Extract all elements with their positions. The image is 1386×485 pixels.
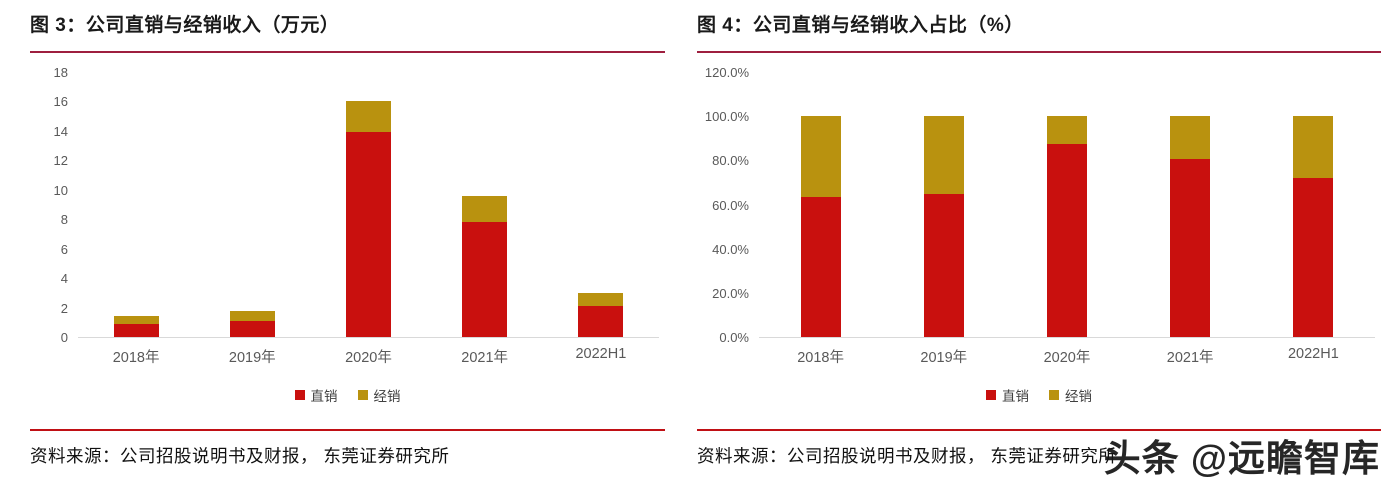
source-divider: [697, 429, 1381, 431]
stacked-bar-2018年: [800, 116, 841, 337]
title-underline: [30, 51, 665, 53]
bar-segment-直销: [1293, 178, 1334, 337]
y-tick-label: 0: [60, 330, 68, 345]
legend-swatch-icon: [294, 390, 305, 400]
bar-segment-经销: [800, 116, 841, 198]
legend-label: 直销: [310, 389, 338, 404]
bar-segment-经销: [923, 116, 964, 195]
x-tick-label: 2019年: [228, 350, 276, 366]
chart-title-figure3: 图 3：公司直销与经销收入（万元）: [30, 15, 340, 36]
y-tick-label: 20.0%: [712, 285, 749, 301]
y-tick-label: 40.0%: [712, 241, 749, 257]
y-tick-label: 14: [53, 123, 68, 139]
x-tick-label: 2022H1: [1287, 346, 1339, 362]
source-note: 资料来源：公司招股说明书及财报， 东莞证券研究所: [697, 446, 1117, 466]
bar-segment-经销: [1170, 116, 1211, 160]
stacked-bar-2018年: [113, 316, 159, 337]
legend-item-经销: 经销: [357, 385, 401, 405]
y-tick-label: 8: [60, 212, 68, 228]
y-tick-label: 120.0%: [704, 65, 749, 80]
legend-item-经销: 经销: [1049, 385, 1092, 405]
x-tick-label: 2019年: [920, 350, 968, 366]
bar-segment-直销: [229, 320, 275, 337]
stacked-bar-2022H1: [1293, 116, 1334, 337]
bar-segment-经销: [1047, 116, 1087, 145]
legend-label: 经销: [373, 389, 401, 404]
bar-segment-经销: [346, 101, 391, 133]
bar-segment-经销: [229, 310, 275, 321]
stacked-bar-2019年: [923, 116, 964, 337]
x-tick-label: 2020年: [1043, 350, 1091, 366]
bar-segment-直销: [1170, 159, 1211, 337]
y-tick-label: 18: [53, 65, 68, 80]
y-tick-label: 2: [60, 300, 68, 316]
x-tick-label: 2020年: [345, 350, 392, 366]
y-tick-label: 10: [53, 182, 68, 198]
bar-segment-经销: [578, 292, 624, 307]
bar-segment-经销: [1293, 116, 1334, 179]
source-note: 资料来源：公司招股说明书及财报， 东莞证券研究所: [30, 446, 450, 466]
legend-label: 直销: [1002, 389, 1029, 404]
bar-segment-直销: [462, 222, 508, 337]
watermark: 头条 @远瞻智库: [1103, 438, 1380, 479]
bar-segment-经销: [113, 316, 159, 324]
legend-swatch-icon: [986, 390, 996, 400]
y-tick-label: 12: [53, 153, 68, 169]
plot-area: 2018年 2019年 2020年 2021年 2022H1: [759, 73, 1375, 366]
legend-swatch-icon: [1049, 390, 1059, 400]
chart-panel-share: 图 4：公司直销与经销收入占比（%） 120.0% 100.0% 80.0% 60.0…: [697, 0, 1381, 485]
bar-segment-直销: [578, 306, 624, 337]
stacked-bar-2022H1: [578, 292, 624, 337]
stacked-bar-2021年: [1170, 116, 1211, 337]
bar-segment-直销: [346, 132, 391, 337]
y-tick-label: 60.0%: [712, 197, 749, 213]
x-tick-label: 2021年: [1166, 350, 1214, 366]
source-divider: [30, 429, 665, 431]
bar-segment-直销: [800, 197, 841, 337]
y-tick-label: 100.0%: [704, 109, 749, 125]
y-tick-label: 6: [60, 241, 68, 257]
bar-segment-直销: [923, 194, 964, 337]
x-tick-label: 2021年: [461, 350, 509, 366]
stacked-bar-2020年: [1047, 116, 1087, 337]
y-tick-label: 4: [60, 271, 68, 287]
legend-label: 经销: [1065, 389, 1092, 404]
stacked-bar-2020年: [346, 101, 391, 337]
bar-segment-直销: [1047, 144, 1087, 337]
x-tick-label: 2018年: [112, 350, 160, 366]
legend-item-直销: 直销: [294, 385, 338, 405]
x-tick-label: 2022H1: [575, 346, 627, 362]
stacked-bar-2021年: [462, 195, 508, 337]
title-underline: [697, 51, 1381, 53]
chart-panel-revenue: 图 3：公司直销与经销收入（万元） 18 16 14 12 10 8 6 4 2 0 2018年 20…: [30, 0, 665, 485]
y-tick-label: 0.0%: [719, 330, 749, 345]
bar-segment-直销: [113, 323, 159, 337]
plot-area: 2018年 2019年 2020年 2021年 2022H1: [78, 73, 659, 366]
share-stacked-bar-chart: 120.0% 100.0% 80.0% 60.0% 40.0% 20.0% 0.0% 2018…: [697, 61, 1381, 373]
revenue-stacked-bar-chart: 18 16 14 12 10 8 6 4 2 0 2018年 2019年 2020年 2021年 2022H…: [30, 61, 665, 373]
y-tick-label: 16: [53, 94, 68, 110]
legend-swatch-icon: [357, 390, 368, 400]
stacked-bar-2019年: [229, 310, 275, 337]
x-tick-label: 2018年: [797, 350, 844, 366]
legend-item-直销: 直销: [986, 385, 1029, 405]
legend: 直销 经销: [30, 385, 665, 405]
bar-segment-经销: [462, 195, 508, 223]
legend: 直销 经销: [697, 385, 1381, 405]
chart-title-figure4: 图 4：公司直销与经销收入占比（%）: [697, 15, 1024, 36]
y-tick-label: 80.0%: [712, 153, 749, 169]
